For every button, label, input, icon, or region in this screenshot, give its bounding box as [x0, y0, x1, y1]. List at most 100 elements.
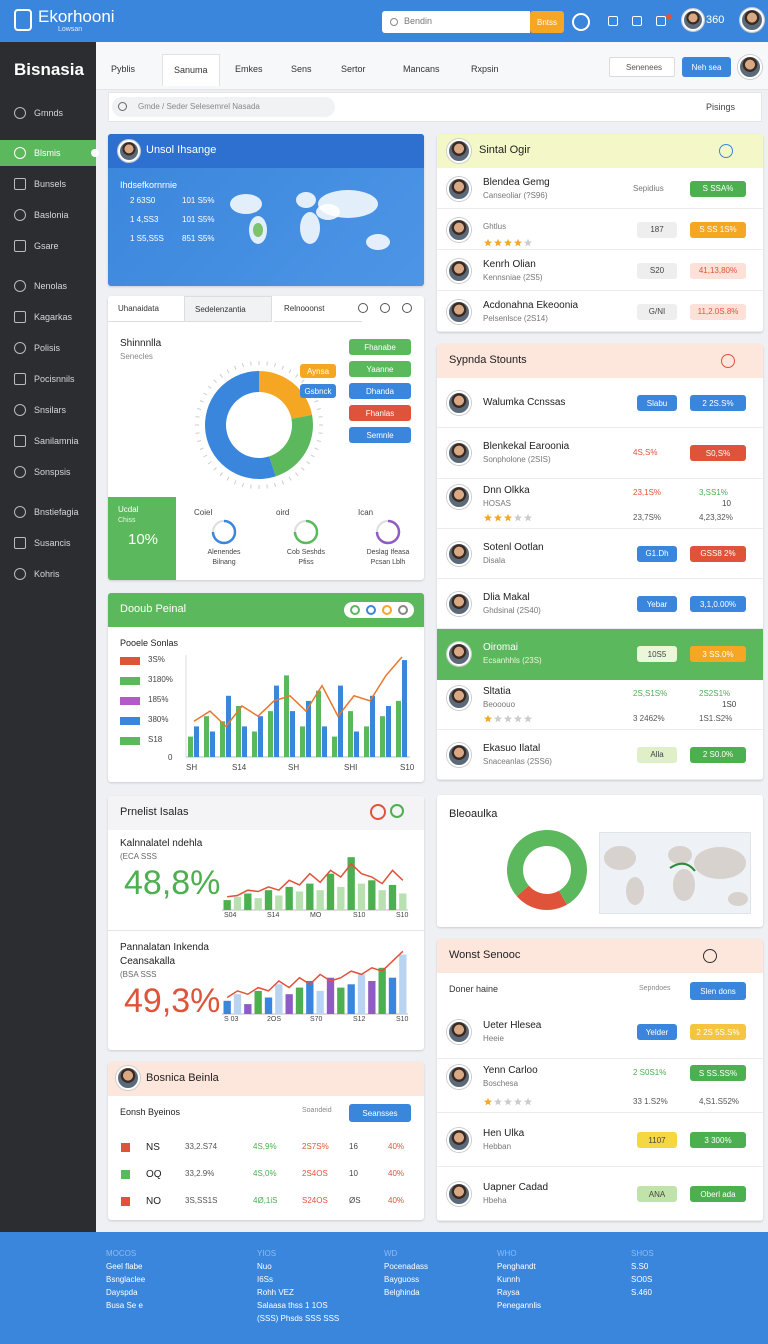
sidebar-item[interactable]: Gsare [34, 241, 59, 251]
footer-link[interactable]: Penghandt [497, 1262, 536, 1271]
row-badge[interactable]: S SS.SS% [690, 1065, 746, 1081]
row-badge[interactable]: 3 SS.0% [690, 646, 746, 663]
tag-pill[interactable]: Fhanabe [349, 339, 411, 355]
icon[interactable] [703, 949, 717, 963]
card-tab[interactable]: Sedelenzantia [184, 296, 272, 322]
footer-link[interactable]: Penegannlis [497, 1301, 542, 1310]
tab[interactable]: Rxpsin [460, 54, 518, 86]
tab-icon[interactable] [380, 303, 390, 313]
table-button[interactable]: Seansses [349, 1104, 411, 1122]
row-badge[interactable]: Oberl ada [690, 1186, 746, 1202]
sidebar-item[interactable]: Kagarkas [34, 312, 73, 322]
footer-link[interactable]: Raysa [497, 1288, 520, 1297]
item-sub: (ECA SSS [120, 852, 157, 861]
row-badge[interactable]: 3 300% [690, 1132, 746, 1148]
toggle[interactable] [398, 605, 408, 615]
sidebar-item[interactable]: Snsilars [34, 405, 67, 415]
list-button[interactable]: Slen dons [690, 982, 746, 1000]
sidebar-item[interactable]: Kohris [34, 569, 60, 579]
map-subtitle: Ihdsefkornrnie [120, 180, 178, 190]
footer-link[interactable]: (SSS) Phsds SSS SSS [257, 1314, 340, 1323]
tag-pill[interactable]: Fhanlas [349, 405, 411, 421]
tick [314, 400, 319, 403]
footer-link[interactable]: SO0S [631, 1275, 653, 1284]
continent [300, 212, 320, 244]
icon[interactable] [390, 804, 404, 818]
row-badge[interactable]: 11,2.0S.8% [690, 303, 746, 320]
footer-link[interactable]: Bayguoss [384, 1275, 420, 1284]
card-tab[interactable]: Relnooonst [274, 296, 362, 322]
row-badge[interactable]: 2 2S.S% [690, 395, 746, 412]
footer-link[interactable]: Nuo [257, 1262, 272, 1271]
sidebar-item[interactable]: Bnstiefagia [34, 507, 79, 517]
footer-link[interactable]: S.460 [631, 1288, 652, 1297]
sidebar-item[interactable]: Polisis [34, 343, 61, 353]
filter-right[interactable]: Pisings [706, 102, 736, 112]
footer-link[interactable]: Salaasa thss 1 1OS [257, 1301, 328, 1310]
toggle[interactable] [382, 605, 392, 615]
sidebar-item[interactable]: Pocisnnils [34, 374, 75, 384]
sidebar-item[interactable]: Sanilamnia [34, 436, 79, 446]
toggle[interactable] [350, 605, 360, 615]
tag-pill[interactable]: Yaanne [349, 361, 411, 377]
sidebar-item[interactable]: Gmnds [34, 108, 64, 118]
sidebar-item[interactable]: Baslonia [34, 210, 69, 220]
bar [388, 884, 397, 910]
row-sub: Heeie [483, 1034, 504, 1043]
refresh-icon[interactable] [572, 13, 590, 31]
row-badge[interactable]: S0,S% [690, 445, 746, 462]
sidebar-item[interactable]: Susancis [34, 538, 71, 548]
primary-button[interactable]: Neh sea [682, 57, 731, 77]
sidebar-item[interactable]: Nenolas [34, 281, 68, 291]
footer-link[interactable]: Busa Se e [106, 1301, 143, 1310]
sidebar-item[interactable]: Bunsels [34, 179, 67, 189]
footer-link[interactable]: Pocenadass [384, 1262, 429, 1271]
sidebar-item[interactable]: Blsmis [34, 148, 61, 158]
footer-link[interactable]: Rohh VEZ [257, 1288, 294, 1297]
footer-link[interactable]: Dayspda [106, 1288, 138, 1297]
footer [0, 1232, 768, 1344]
row-divider [437, 628, 763, 630]
icon[interactable] [719, 144, 733, 158]
tab-icon[interactable] [402, 303, 412, 313]
row-badge[interactable]: S SSA% [690, 180, 746, 197]
footer-link[interactable]: Bsnglaclee [106, 1275, 146, 1284]
footer-link[interactable]: Kunnh [497, 1275, 521, 1284]
row-badge[interactable]: 2 2S 5S.S% [690, 1024, 746, 1040]
footer-link[interactable]: Belghinda [384, 1288, 420, 1297]
stars [484, 513, 532, 522]
tab[interactable]: Pyblis [100, 54, 158, 86]
tab-icon[interactable] [358, 303, 368, 313]
sidebar-item[interactable]: Sonspsis [34, 467, 71, 477]
tab[interactable]: Sanuma [162, 54, 220, 86]
toggle[interactable] [366, 605, 376, 615]
footer-link[interactable]: S.S0 [631, 1262, 649, 1271]
icon[interactable] [632, 16, 642, 26]
row-badge[interactable]: S SS 1S% [690, 221, 746, 238]
row-badge[interactable]: 2 S0.0% [690, 746, 746, 763]
row-badge[interactable]: GSS8 2% [690, 545, 746, 562]
row-badge[interactable]: 41,13,80% [690, 262, 746, 279]
legend-swatch [120, 677, 140, 685]
row-divider [437, 728, 763, 730]
icon[interactable] [721, 354, 735, 368]
tab-label: Sertor [341, 64, 366, 74]
tab[interactable]: Mancans [392, 54, 456, 86]
tab[interactable]: Sertor [330, 54, 388, 86]
tag-pill[interactable]: Dhanda [349, 383, 411, 399]
tab[interactable]: Sens [280, 54, 326, 86]
button[interactable]: Senenees [609, 57, 675, 77]
row-badge[interactable]: 3,1,0.00% [690, 596, 746, 613]
icon[interactable] [656, 16, 666, 26]
footer-link[interactable]: Geel flabe [106, 1262, 143, 1271]
card-tab[interactable]: Uhanaidata [108, 296, 184, 322]
icon[interactable] [370, 804, 386, 820]
icon[interactable] [608, 16, 618, 26]
filter-input[interactable]: Gmde / Seder Selesemrel Nasada [112, 97, 335, 117]
footer-link[interactable]: I6Ss [257, 1275, 274, 1284]
search-button[interactable]: Bntss [530, 11, 564, 33]
tag-pill[interactable]: Semnle [349, 427, 411, 443]
tab[interactable]: Emkes [224, 54, 276, 86]
search-box[interactable]: Bendin [382, 11, 530, 33]
